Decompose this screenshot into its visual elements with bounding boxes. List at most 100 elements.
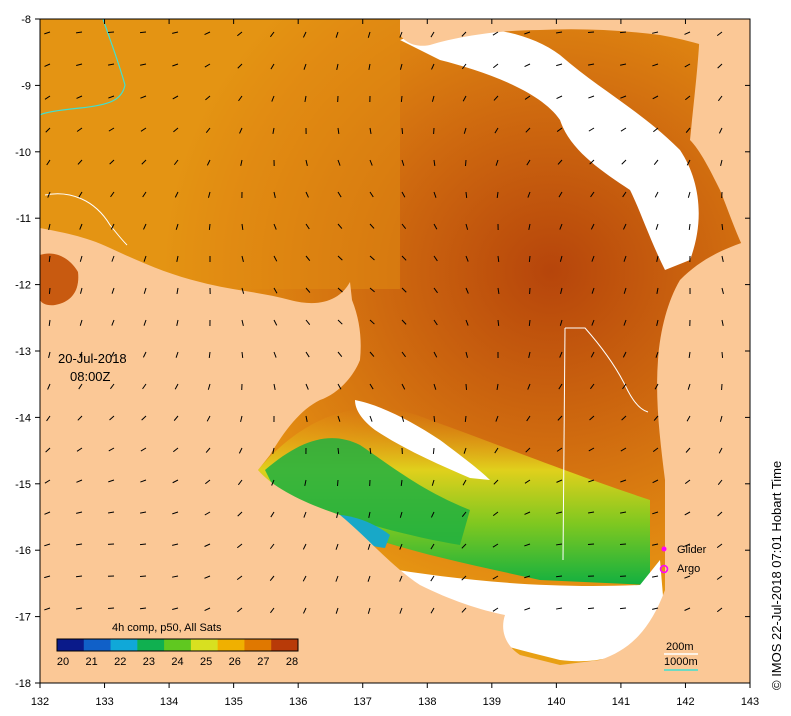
- vector-arrow: [492, 31, 499, 36]
- vector-arrow: [302, 31, 307, 38]
- vector-arrow: [623, 319, 627, 326]
- vector-arrow: [143, 319, 147, 326]
- vector-arrow: [174, 191, 179, 198]
- vector-arrow: [431, 63, 435, 70]
- colorbar-cell: [83, 639, 112, 651]
- current-vectors: [44, 31, 724, 614]
- vector-arrow: [721, 255, 724, 262]
- vector-arrow: [492, 575, 499, 580]
- vector-arrow: [559, 319, 563, 326]
- vector-arrow: [620, 95, 627, 99]
- vector-arrow: [237, 63, 243, 69]
- vector-arrow: [336, 511, 339, 518]
- vector-arrow: [337, 319, 343, 325]
- vector-arrow: [555, 543, 563, 546]
- vector-arrow: [176, 255, 179, 262]
- vector-arrow: [401, 191, 406, 198]
- vector-arrow: [590, 191, 595, 198]
- colorbar-title: 4h comp, p50, All Sats: [112, 622, 222, 634]
- no-data-south: [340, 560, 665, 662]
- vector-arrow: [652, 31, 659, 34]
- vector-arrow: [401, 319, 407, 325]
- vector-arrow: [140, 447, 147, 452]
- vector-arrow: [401, 223, 407, 230]
- vector-arrow: [463, 127, 467, 134]
- vector-arrow: [621, 415, 627, 421]
- vector-arrow: [496, 383, 499, 391]
- vector-arrow: [337, 287, 343, 293]
- vector-arrow: [684, 543, 691, 547]
- vector-arrow: [721, 319, 724, 326]
- vector-arrow: [684, 479, 691, 485]
- vector-arrow: [686, 415, 691, 422]
- vector-arrow: [305, 415, 308, 422]
- vector-arrow: [237, 607, 243, 613]
- vector-arrow: [399, 511, 403, 518]
- vector-arrow: [524, 511, 531, 515]
- vector-arrow: [465, 223, 469, 230]
- vector-arrow: [369, 127, 372, 134]
- vector-arrow: [48, 319, 51, 327]
- vector-arrow: [367, 607, 371, 614]
- vector-arrow: [369, 191, 374, 198]
- vector-arrow: [685, 447, 691, 453]
- contour-200m-west: [562, 327, 566, 561]
- vector-arrow: [111, 319, 115, 326]
- vector-arrow: [433, 319, 438, 326]
- vector-arrow: [269, 31, 275, 38]
- vector-arrow: [461, 31, 467, 37]
- vector-arrow: [305, 223, 310, 230]
- vector-arrow: [496, 191, 499, 199]
- vector-arrow: [142, 383, 147, 390]
- vector-arrow: [401, 127, 404, 135]
- vector-arrow: [465, 319, 469, 326]
- vector-arrow: [588, 479, 595, 483]
- vector-arrow: [48, 351, 51, 358]
- colorbar-label: 23: [143, 656, 155, 668]
- vector-arrow: [172, 447, 179, 453]
- vector-arrow: [241, 287, 245, 294]
- vector-arrow: [77, 159, 83, 165]
- vector-arrow: [620, 127, 627, 132]
- vector-arrow: [556, 479, 563, 483]
- land-cape-york: [690, 19, 750, 250]
- no-data-north: [400, 28, 699, 270]
- vector-arrow: [369, 383, 374, 390]
- vector-arrow: [305, 383, 309, 390]
- map-date: 20-Jul-2018: [58, 351, 127, 366]
- vector-arrow: [204, 575, 211, 579]
- vector-arrow: [304, 479, 307, 486]
- vector-arrow: [494, 127, 499, 134]
- vector-arrow: [528, 223, 531, 230]
- argo-marker-icon: [659, 564, 669, 574]
- legend-argo: Argo: [677, 563, 700, 575]
- vector-arrow: [107, 607, 115, 610]
- vector-arrow: [557, 415, 563, 421]
- colorbar-label: 27: [257, 656, 269, 668]
- vector-arrow: [718, 127, 723, 134]
- glider-marker-icon: [661, 546, 667, 552]
- lon-tick-label: 134: [160, 696, 178, 708]
- vector-arrow: [240, 159, 243, 166]
- vector-arrow: [495, 415, 499, 422]
- vector-arrow: [433, 415, 436, 423]
- vector-arrow: [110, 191, 115, 198]
- vector-arrow: [76, 511, 83, 514]
- vector-arrow: [175, 351, 179, 358]
- vector-arrow: [46, 159, 51, 166]
- vector-arrow: [399, 607, 403, 614]
- vector-arrow: [240, 415, 243, 422]
- vector-arrow: [75, 607, 83, 610]
- vector-arrow: [431, 95, 435, 102]
- vector-arrow: [556, 511, 563, 514]
- vector-arrow: [368, 511, 371, 518]
- vector-arrow: [430, 543, 435, 550]
- colorbar-cell: [110, 639, 138, 651]
- vector-arrow: [48, 287, 51, 295]
- vector-arrow: [44, 511, 51, 515]
- vector-arrow: [652, 543, 659, 546]
- vector-arrow: [433, 287, 438, 294]
- vector-arrow: [369, 287, 375, 293]
- colorbar-cell: [244, 639, 272, 651]
